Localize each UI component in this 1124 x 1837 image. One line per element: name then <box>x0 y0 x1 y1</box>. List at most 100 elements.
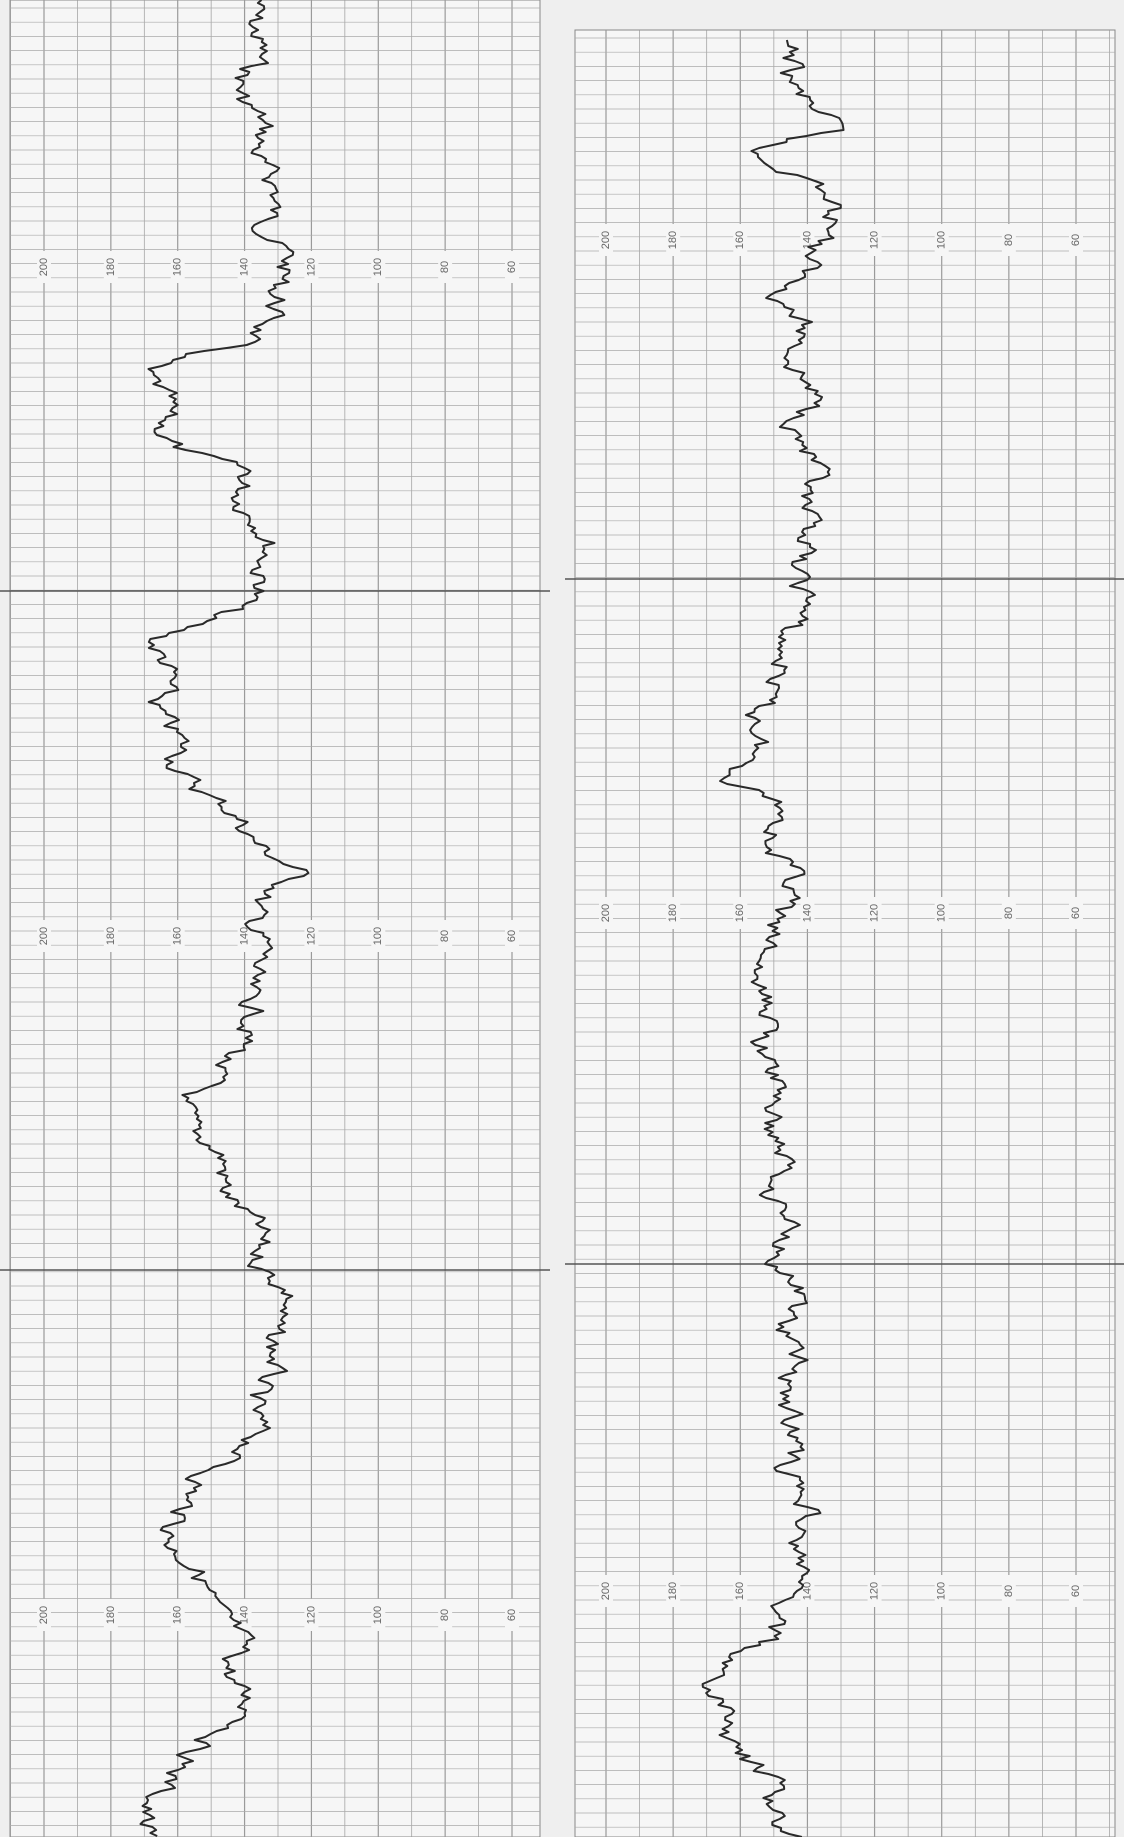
scale-label: 180 <box>667 231 679 249</box>
label-bg <box>800 897 815 929</box>
scale-label: 100 <box>936 904 948 922</box>
label-bg <box>304 1599 319 1631</box>
label-bg <box>867 897 882 929</box>
label-bg <box>170 920 185 952</box>
scale-label: 180 <box>105 927 117 945</box>
strip: 200 180 160 140 120 100 80 60 200 180 160 140 120 100… <box>565 29 1124 1837</box>
fhr-trace <box>139 0 310 1837</box>
label-bg <box>438 251 453 283</box>
paper <box>574 29 1116 1837</box>
scale-label: 200 <box>38 258 50 276</box>
scale-label: 160 <box>172 1606 184 1624</box>
scale-label: 160 <box>734 904 746 922</box>
scale-label: 120 <box>305 258 317 276</box>
label-bg <box>37 920 51 952</box>
label-bg <box>103 1599 118 1631</box>
label-bg <box>371 920 386 952</box>
scale-label: 140 <box>238 1606 250 1624</box>
scale-label: 200 <box>38 1606 50 1624</box>
scale-label: 180 <box>105 258 117 276</box>
scale-label: 60 <box>506 261 518 273</box>
label-bg <box>371 251 386 283</box>
label-bg <box>304 251 319 283</box>
scale-label: 80 <box>1003 234 1015 246</box>
scale-label: 160 <box>734 231 746 249</box>
label-bg <box>505 1599 519 1631</box>
label-bg <box>666 897 681 929</box>
label-bg <box>599 897 613 929</box>
label-bg <box>599 224 613 256</box>
label-bg <box>170 1599 185 1631</box>
label-bg <box>599 1575 613 1607</box>
scale-label: 80 <box>1003 1585 1015 1597</box>
label-bg <box>733 897 748 929</box>
label-bg <box>1001 224 1016 256</box>
scale-label: 140 <box>238 258 250 276</box>
scale-label: 100 <box>372 258 384 276</box>
scale-label: 100 <box>372 927 384 945</box>
scale-label: 180 <box>667 1582 679 1600</box>
label-bg <box>438 920 453 952</box>
scale-label: 200 <box>600 904 612 922</box>
scale-label: 120 <box>868 904 880 922</box>
label-bg <box>103 920 118 952</box>
label-bg <box>666 1575 681 1607</box>
scale-label: 140 <box>801 1582 813 1600</box>
fhr-trace <box>701 39 845 1837</box>
scale-label: 160 <box>172 258 184 276</box>
scale-label: 80 <box>439 930 451 942</box>
label-bg <box>867 224 882 256</box>
scale-label: 60 <box>1070 234 1082 246</box>
label-bg <box>505 251 519 283</box>
scale-label: 60 <box>1070 1585 1082 1597</box>
scale-label: 140 <box>801 904 813 922</box>
label-bg <box>934 1575 949 1607</box>
scale-label: 120 <box>305 927 317 945</box>
label-bg <box>170 251 185 283</box>
label-bg <box>867 1575 882 1607</box>
label-bg <box>934 224 949 256</box>
label-bg <box>1069 1575 1083 1607</box>
scale-label: 60 <box>1070 907 1082 919</box>
paper <box>9 0 541 1837</box>
scale-label: 80 <box>1003 907 1015 919</box>
scale-label: 180 <box>105 1606 117 1624</box>
label-bg <box>103 251 118 283</box>
scale-label: 140 <box>238 927 250 945</box>
label-bg <box>733 224 748 256</box>
scale-label: 120 <box>868 231 880 249</box>
label-bg <box>304 920 319 952</box>
scale-label: 80 <box>439 1609 451 1621</box>
label-bg <box>733 1575 748 1607</box>
label-bg <box>666 224 681 256</box>
label-bg <box>37 1599 51 1631</box>
label-bg <box>237 251 252 283</box>
strip: 200 180 160 140 120 100 80 60 200 180 160 140 120 100… <box>0 0 550 1837</box>
label-bg <box>1069 897 1083 929</box>
label-bg <box>371 1599 386 1631</box>
scale-label: 160 <box>172 927 184 945</box>
scale-label: 100 <box>936 1582 948 1600</box>
label-bg <box>800 1575 815 1607</box>
scale-label: 140 <box>801 231 813 249</box>
label-bg <box>1069 224 1083 256</box>
scale-label: 60 <box>506 930 518 942</box>
scale-label: 200 <box>600 1582 612 1600</box>
scale-label: 80 <box>439 261 451 273</box>
label-bg <box>37 251 51 283</box>
scale-label: 180 <box>667 904 679 922</box>
label-bg <box>438 1599 453 1631</box>
scale-label: 200 <box>600 231 612 249</box>
scale-label: 120 <box>305 1606 317 1624</box>
scale-label: 160 <box>734 1582 746 1600</box>
scale-label: 200 <box>38 927 50 945</box>
label-bg <box>505 920 519 952</box>
label-bg <box>934 897 949 929</box>
label-bg <box>1001 1575 1016 1607</box>
scale-label: 100 <box>372 1606 384 1624</box>
scale-label: 120 <box>868 1582 880 1600</box>
scale-label: 100 <box>936 231 948 249</box>
scale-label: 60 <box>506 1609 518 1621</box>
